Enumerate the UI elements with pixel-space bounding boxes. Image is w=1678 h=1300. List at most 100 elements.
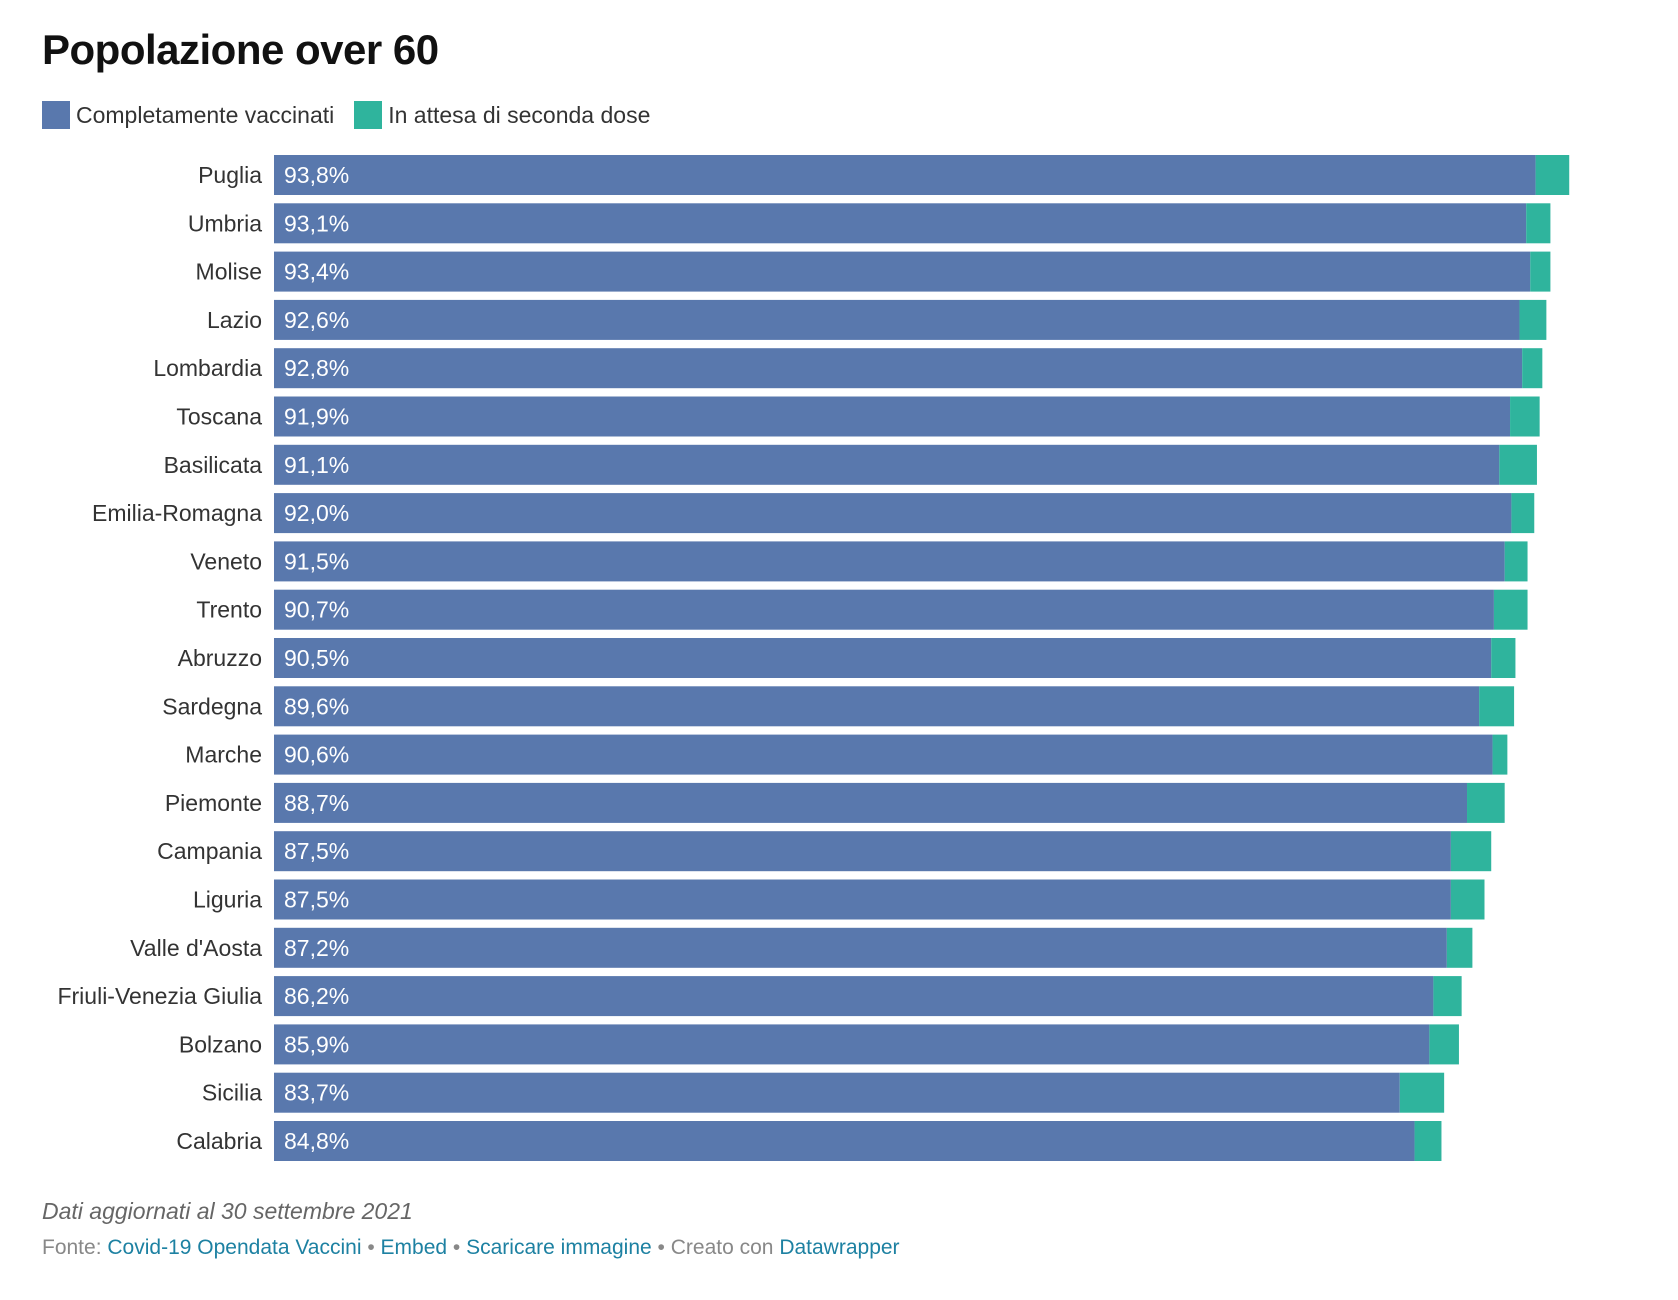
chart-title: Popolazione over 60: [42, 26, 439, 73]
value-label-calabria: 84,8%: [284, 1128, 349, 1154]
bar-in-attesa-puglia: [1535, 155, 1570, 195]
value-label-emilia-romagna: 92,0%: [284, 500, 349, 526]
separator: •: [452, 1236, 461, 1259]
bar-in-attesa-abruzzo: [1491, 638, 1516, 678]
datawrapper-link[interactable]: Datawrapper: [779, 1236, 900, 1259]
category-label-sicilia: Sicilia: [202, 1080, 262, 1106]
bar-in-attesa-bolzano: [1429, 1024, 1459, 1065]
category-label-emilia-romagna: Emilia-Romagna: [92, 500, 262, 526]
bar-completamente-vaccinati-campania: [274, 831, 1451, 872]
legend-label-completamente-vaccinati: Completamente vaccinati: [76, 101, 335, 128]
bar-completamente-vaccinati-sicilia: [274, 1072, 1400, 1113]
category-label-friuli-venezia-giulia: Friuli-Venezia Giulia: [57, 983, 262, 1009]
category-label-valle-d-aosta: Valle d'Aosta: [130, 935, 262, 961]
bar-in-attesa-lazio: [1519, 299, 1547, 340]
bar-completamente-vaccinati-abruzzo: [274, 638, 1492, 678]
bar-in-attesa-emilia-romagna: [1511, 493, 1535, 534]
category-label-liguria: Liguria: [193, 887, 262, 913]
value-label-bolzano: 85,9%: [284, 1031, 349, 1057]
category-label-marche: Marche: [185, 742, 262, 768]
category-label-calabria: Calabria: [176, 1128, 262, 1154]
value-label-lombardia: 92,8%: [284, 355, 349, 381]
legend-item-completamente-vaccinati: Completamente vaccinati: [42, 101, 334, 129]
value-label-trento: 90,7%: [284, 597, 349, 623]
bar-in-attesa-campania: [1450, 831, 1492, 872]
value-label-umbria: 93,1%: [284, 210, 349, 236]
created-with-text: Creato con: [670, 1236, 774, 1259]
value-label-piemonte: 88,7%: [284, 790, 349, 816]
value-label-valle-d-aosta: 87,2%: [284, 935, 349, 961]
value-label-sicilia: 83,7%: [284, 1080, 349, 1106]
bar-completamente-vaccinati-toscana: [274, 396, 1511, 437]
value-label-veneto: 91,5%: [284, 548, 349, 574]
category-label-piemonte: Piemonte: [165, 790, 262, 816]
source-prefix: Fonte:: [42, 1236, 102, 1259]
legend-swatch-in-attesa: [354, 101, 383, 129]
bar-in-attesa-lombardia: [1522, 348, 1543, 389]
bar-completamente-vaccinati-calabria: [274, 1121, 1415, 1161]
bar-completamente-vaccinati-puglia: [274, 155, 1536, 195]
category-label-molise: Molise: [196, 259, 262, 285]
bar-completamente-vaccinati-marche: [274, 734, 1493, 775]
bar-in-attesa-veneto: [1504, 541, 1528, 582]
category-label-bolzano: Bolzano: [179, 1031, 262, 1057]
category-label-lazio: Lazio: [207, 307, 262, 333]
value-label-liguria: 87,5%: [284, 887, 349, 913]
category-label-umbria: Umbria: [188, 210, 262, 236]
value-label-toscana: 91,9%: [284, 404, 349, 430]
bar-in-attesa-sicilia: [1399, 1072, 1445, 1113]
value-label-friuli-venezia-giulia: 86,2%: [284, 983, 349, 1009]
bar-completamente-vaccinati-sardegna: [274, 686, 1480, 727]
bar-completamente-vaccinati-emilia-romagna: [274, 493, 1512, 534]
bar-in-attesa-sardegna: [1479, 686, 1515, 727]
bar-in-attesa-toscana: [1510, 396, 1540, 437]
source-link[interactable]: Covid-19 Opendata Vaccini: [107, 1236, 362, 1259]
bar-completamente-vaccinati-valle-d-aosta: [274, 927, 1447, 968]
bar-in-attesa-piemonte: [1467, 782, 1505, 823]
legend: Completamente vaccinati In attesa di sec…: [42, 100, 670, 130]
value-label-puglia: 93,8%: [284, 162, 349, 188]
value-label-lazio: 92,6%: [284, 307, 349, 333]
category-label-puglia: Puglia: [198, 162, 262, 188]
category-label-campania: Campania: [157, 838, 262, 864]
category-label-sardegna: Sardegna: [162, 693, 262, 719]
category-label-toscana: Toscana: [176, 404, 262, 430]
bar-in-attesa-basilicata: [1499, 444, 1537, 485]
bar-completamente-vaccinati-lazio: [274, 299, 1520, 340]
bar-completamente-vaccinati-friuli-venezia-giulia: [274, 976, 1434, 1017]
footer: Fonte: Covid-19 Opendata Vaccini • Embed…: [42, 1236, 900, 1260]
category-label-abruzzo: Abruzzo: [178, 645, 262, 671]
bar-completamente-vaccinati-lombardia: [274, 348, 1523, 389]
category-label-basilicata: Basilicata: [164, 452, 263, 478]
bar-in-attesa-friuli-venezia-giulia: [1433, 976, 1462, 1017]
bar-in-attesa-molise: [1530, 251, 1551, 292]
bar-in-attesa-umbria: [1526, 203, 1551, 244]
bar-in-attesa-calabria: [1414, 1121, 1442, 1161]
bar-in-attesa-marche: [1492, 734, 1508, 775]
bar-completamente-vaccinati-piemonte: [274, 782, 1468, 823]
category-label-veneto: Veneto: [190, 548, 262, 574]
bar-in-attesa-trento: [1493, 589, 1528, 630]
legend-swatch-completamente-vaccinati: [42, 101, 70, 129]
legend-label-in-attesa: In attesa di seconda dose: [388, 101, 651, 128]
bar-completamente-vaccinati-molise: [274, 251, 1531, 292]
data-update-note: Dati aggiornati al 30 settembre 2021: [42, 1198, 413, 1224]
bar-completamente-vaccinati-basilicata: [274, 444, 1500, 485]
value-label-sardegna: 89,6%: [284, 693, 349, 719]
value-label-molise: 93,4%: [284, 259, 349, 285]
value-label-campania: 87,5%: [284, 838, 349, 864]
bar-completamente-vaccinati-liguria: [274, 879, 1451, 920]
bar-chart: Puglia 93,8% Umbria 93,1% Molise 93,4% Lazio 92…: [57, 155, 1570, 1161]
bar-in-attesa-valle-d-aosta: [1446, 927, 1473, 968]
embed-link[interactable]: Embed: [380, 1236, 448, 1259]
bar-completamente-vaccinati-veneto: [274, 541, 1505, 582]
value-label-basilicata: 91,1%: [284, 452, 349, 478]
separator: •: [657, 1236, 665, 1259]
bar-completamente-vaccinati-umbria: [274, 203, 1527, 244]
category-label-lombardia: Lombardia: [153, 355, 262, 381]
legend-item-in-attesa: In attesa di seconda dose: [354, 101, 650, 129]
bar-completamente-vaccinati-bolzano: [274, 1024, 1430, 1065]
value-label-abruzzo: 90,5%: [284, 645, 349, 671]
download-image-link[interactable]: Scaricare immagine: [466, 1236, 652, 1259]
